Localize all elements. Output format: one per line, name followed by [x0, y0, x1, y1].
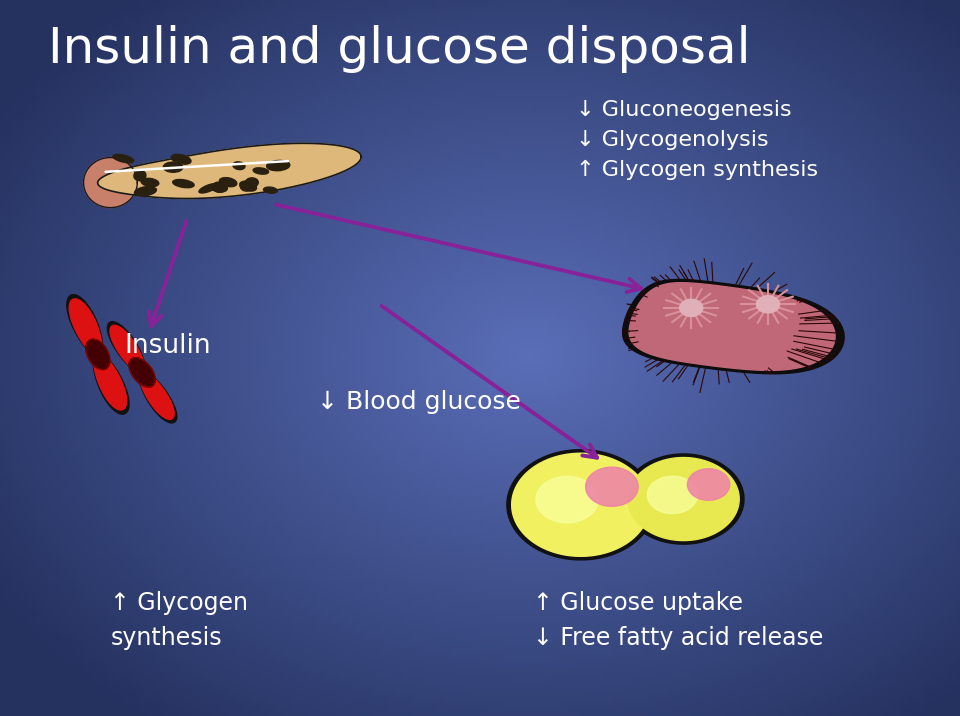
Polygon shape	[629, 283, 835, 370]
Text: ↑ Glucose uptake
↓ Free fatty acid release: ↑ Glucose uptake ↓ Free fatty acid relea…	[533, 591, 823, 650]
Ellipse shape	[246, 178, 258, 187]
Polygon shape	[67, 295, 129, 414]
Polygon shape	[98, 143, 361, 198]
Polygon shape	[129, 358, 156, 387]
Polygon shape	[512, 453, 650, 556]
Ellipse shape	[253, 168, 269, 174]
Polygon shape	[84, 158, 137, 208]
Ellipse shape	[213, 182, 226, 193]
Text: ↓ Gluconeogenesis
↓ Glycogenolysis
↑ Glycogen synthesis: ↓ Gluconeogenesis ↓ Glycogenolysis ↑ Gly…	[576, 100, 818, 180]
Polygon shape	[507, 450, 655, 560]
Ellipse shape	[113, 155, 133, 163]
Polygon shape	[647, 476, 697, 513]
Text: Insulin and glucose disposal: Insulin and glucose disposal	[48, 25, 751, 73]
Ellipse shape	[163, 162, 182, 173]
Ellipse shape	[173, 180, 194, 188]
Text: ↑ Glycogen
synthesis: ↑ Glycogen synthesis	[110, 591, 249, 650]
Ellipse shape	[199, 183, 218, 193]
Ellipse shape	[141, 178, 158, 187]
Polygon shape	[623, 454, 744, 544]
Ellipse shape	[267, 160, 290, 170]
Polygon shape	[628, 458, 739, 541]
Ellipse shape	[240, 181, 252, 191]
Ellipse shape	[264, 187, 277, 193]
Ellipse shape	[133, 170, 146, 180]
Polygon shape	[756, 296, 780, 313]
Polygon shape	[687, 469, 730, 500]
Text: ↓ Blood glucose: ↓ Blood glucose	[317, 390, 520, 415]
Ellipse shape	[220, 178, 237, 187]
Polygon shape	[69, 299, 127, 410]
Ellipse shape	[171, 155, 191, 164]
Ellipse shape	[212, 185, 228, 192]
Polygon shape	[623, 279, 844, 374]
Ellipse shape	[134, 187, 156, 196]
Polygon shape	[108, 321, 177, 423]
Ellipse shape	[233, 162, 245, 170]
Ellipse shape	[240, 181, 256, 191]
Text: Insulin: Insulin	[125, 333, 211, 359]
Polygon shape	[680, 299, 703, 316]
Polygon shape	[110, 325, 174, 420]
Polygon shape	[586, 467, 638, 506]
Polygon shape	[536, 476, 598, 523]
Polygon shape	[86, 339, 109, 369]
